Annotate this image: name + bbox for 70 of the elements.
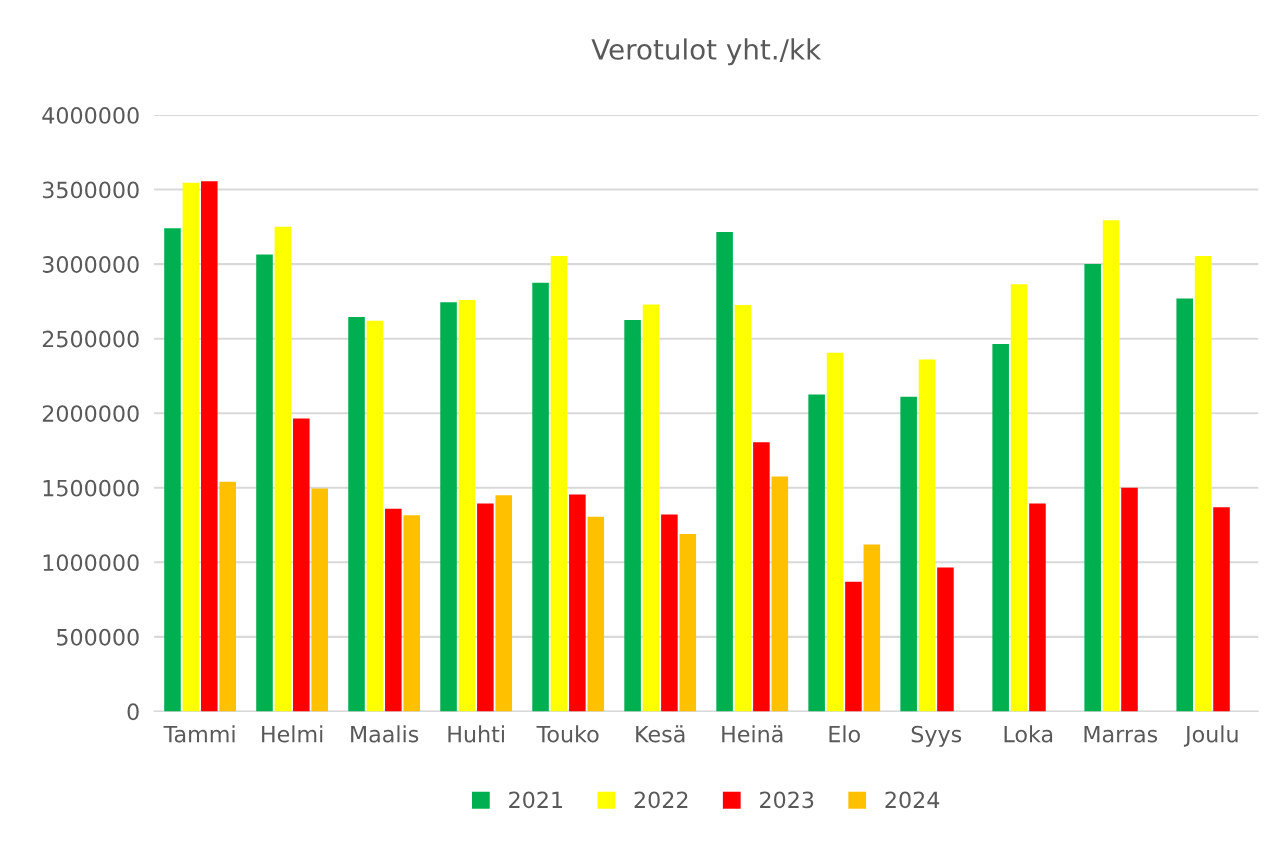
bar (477, 503, 494, 712)
x-tick-label: Loka (1004, 725, 1053, 743)
bar (1121, 487, 1138, 712)
x-tick-label: Heinä (722, 725, 783, 743)
bar (293, 418, 310, 712)
bar (1084, 264, 1101, 712)
x-tick-label: Syys (911, 725, 962, 747)
bar (366, 320, 384, 712)
bar (808, 394, 825, 712)
bar (679, 533, 697, 712)
bar (1029, 503, 1046, 712)
bar (845, 581, 862, 712)
y-tick-label: 1000000 (43, 554, 139, 572)
bar (532, 282, 549, 712)
bar (1176, 298, 1193, 712)
bar (900, 396, 917, 712)
x-tick-label: Joulu (1183, 725, 1238, 747)
x-tick-label: Elo (829, 725, 860, 743)
x-tick-label: Touko (536, 725, 599, 743)
bar (716, 232, 733, 712)
legend-label: 2024 (885, 791, 940, 809)
bar (642, 304, 660, 712)
bar (403, 515, 421, 712)
y-tick-label: 2000000 (42, 405, 139, 422)
bar (863, 544, 881, 712)
x-tick-label: Huhti (448, 725, 504, 743)
bar (440, 302, 457, 712)
bar (1213, 507, 1230, 712)
y-tick-label: 1500000 (43, 479, 139, 497)
bar (771, 476, 789, 712)
y-tick-label: 500000 (57, 628, 139, 646)
chart-title: Verotulot yht./kk (591, 38, 822, 66)
bar (311, 488, 328, 712)
bar (1194, 255, 1212, 712)
bar (1010, 284, 1028, 712)
bar (219, 481, 236, 712)
bar (550, 255, 568, 712)
bar (256, 254, 273, 712)
bar (348, 317, 365, 712)
bar (569, 494, 586, 712)
x-tick-label: Helmi (262, 725, 323, 743)
bar (918, 359, 936, 712)
x-tick-label: Kesä (636, 725, 685, 743)
legend-label: 2023 (760, 791, 814, 809)
bar (753, 442, 770, 712)
bar (495, 495, 513, 712)
bar (992, 343, 1009, 712)
y-tick-label: 3000000 (42, 256, 139, 273)
y-tick-label: 0 (127, 703, 139, 721)
bar (1102, 220, 1120, 712)
bar (201, 181, 218, 712)
bar (624, 320, 641, 712)
y-tick-label: 4000000 (42, 106, 139, 124)
x-tick-label: Tammi (163, 725, 235, 743)
bar (937, 567, 954, 712)
bar (587, 516, 605, 712)
bar (385, 508, 402, 712)
bar (164, 228, 181, 712)
bar (734, 305, 752, 712)
x-tick-label: Maalis (351, 725, 419, 743)
legend-label: 2021 (509, 791, 563, 809)
x-tick-label: Marras (1084, 725, 1158, 743)
bar (826, 352, 844, 712)
bar (661, 514, 678, 712)
bar (274, 226, 292, 712)
y-tick-label: 2500000 (42, 330, 139, 348)
bar (182, 182, 200, 712)
y-tick-label: 3500000 (42, 181, 139, 199)
legend-label: 2022 (634, 791, 688, 809)
bar (458, 299, 476, 712)
